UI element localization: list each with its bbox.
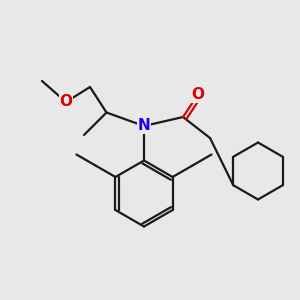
Text: O: O xyxy=(191,87,205,102)
Text: N: N xyxy=(138,118,150,134)
Text: O: O xyxy=(59,94,73,110)
